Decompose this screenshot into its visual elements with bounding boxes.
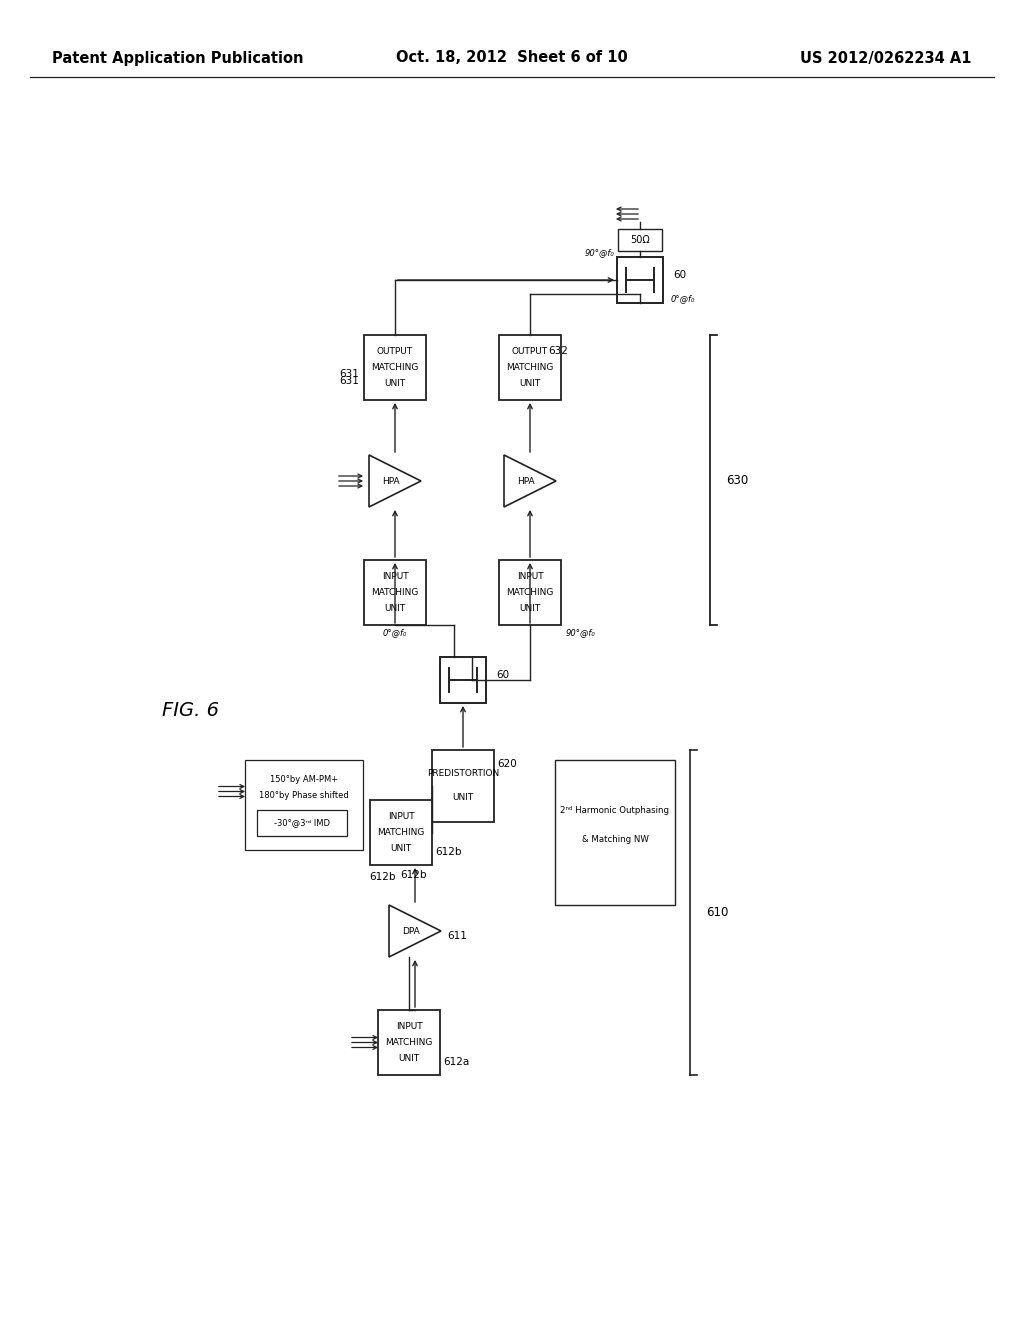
Bar xyxy=(499,335,561,400)
Text: 612a: 612a xyxy=(443,1057,469,1067)
Bar xyxy=(370,800,432,865)
Text: 0°@f₀: 0°@f₀ xyxy=(383,628,408,638)
Text: INPUT: INPUT xyxy=(395,1022,422,1031)
Text: OUTPUT: OUTPUT xyxy=(377,347,413,356)
Text: HPA: HPA xyxy=(517,477,535,486)
Text: 60: 60 xyxy=(496,671,509,680)
Text: MATCHING: MATCHING xyxy=(377,828,425,837)
Text: MATCHING: MATCHING xyxy=(506,587,554,597)
Text: 611: 611 xyxy=(447,931,467,941)
Polygon shape xyxy=(389,906,441,957)
Text: Oct. 18, 2012  Sheet 6 of 10: Oct. 18, 2012 Sheet 6 of 10 xyxy=(396,50,628,66)
Text: INPUT: INPUT xyxy=(388,812,415,821)
Bar xyxy=(618,228,662,251)
Text: 150°by AM-PM+: 150°by AM-PM+ xyxy=(270,775,338,784)
Text: 620: 620 xyxy=(497,759,517,770)
Bar xyxy=(378,1010,440,1074)
Bar xyxy=(499,560,561,624)
Text: UNIT: UNIT xyxy=(384,379,406,388)
Text: 90°@f₀: 90°@f₀ xyxy=(566,628,596,638)
Text: PREDISTORTION: PREDISTORTION xyxy=(427,770,499,779)
Bar xyxy=(257,809,347,836)
Text: 631: 631 xyxy=(339,370,359,379)
Text: HPA: HPA xyxy=(382,477,399,486)
Text: 0°@f₀: 0°@f₀ xyxy=(671,294,695,302)
Text: 90°@f₀: 90°@f₀ xyxy=(585,248,614,257)
Text: UNIT: UNIT xyxy=(398,1055,420,1063)
Bar xyxy=(432,750,494,822)
Text: 632: 632 xyxy=(548,346,568,356)
Text: 610: 610 xyxy=(706,906,728,919)
Text: 612b: 612b xyxy=(400,870,427,880)
Text: FIG. 6: FIG. 6 xyxy=(162,701,219,719)
Text: Patent Application Publication: Patent Application Publication xyxy=(52,50,303,66)
Text: & Matching NW: & Matching NW xyxy=(582,836,648,845)
Text: 60: 60 xyxy=(673,271,686,280)
Polygon shape xyxy=(369,455,421,507)
Text: DPA: DPA xyxy=(402,927,420,936)
Polygon shape xyxy=(504,455,556,507)
Bar xyxy=(364,335,426,400)
Text: MATCHING: MATCHING xyxy=(506,363,554,372)
Text: 612b: 612b xyxy=(435,847,462,857)
Text: 630: 630 xyxy=(726,474,749,487)
Text: UNIT: UNIT xyxy=(453,793,474,803)
Bar xyxy=(245,760,362,850)
Bar xyxy=(364,560,426,624)
Text: 2ⁿᵈ Harmonic Outphasing: 2ⁿᵈ Harmonic Outphasing xyxy=(560,807,670,816)
Text: UNIT: UNIT xyxy=(384,605,406,614)
Text: MATCHING: MATCHING xyxy=(372,587,419,597)
Text: MATCHING: MATCHING xyxy=(372,363,419,372)
Text: 631: 631 xyxy=(339,375,359,385)
Text: OUTPUT: OUTPUT xyxy=(512,347,548,356)
Bar xyxy=(555,760,675,906)
Text: -30°@3ʳᵈ IMD: -30°@3ʳᵈ IMD xyxy=(274,818,330,828)
Text: US 2012/0262234 A1: US 2012/0262234 A1 xyxy=(801,50,972,66)
Text: INPUT: INPUT xyxy=(382,572,409,581)
Bar xyxy=(617,257,663,304)
Text: 50Ω: 50Ω xyxy=(630,235,650,246)
Text: 180°by Phase shifted: 180°by Phase shifted xyxy=(259,792,349,800)
Text: 612b: 612b xyxy=(370,873,396,882)
Text: UNIT: UNIT xyxy=(519,379,541,388)
Bar xyxy=(440,657,486,704)
Text: UNIT: UNIT xyxy=(519,605,541,614)
Text: MATCHING: MATCHING xyxy=(385,1038,433,1047)
Text: UNIT: UNIT xyxy=(390,845,412,853)
Text: INPUT: INPUT xyxy=(517,572,544,581)
